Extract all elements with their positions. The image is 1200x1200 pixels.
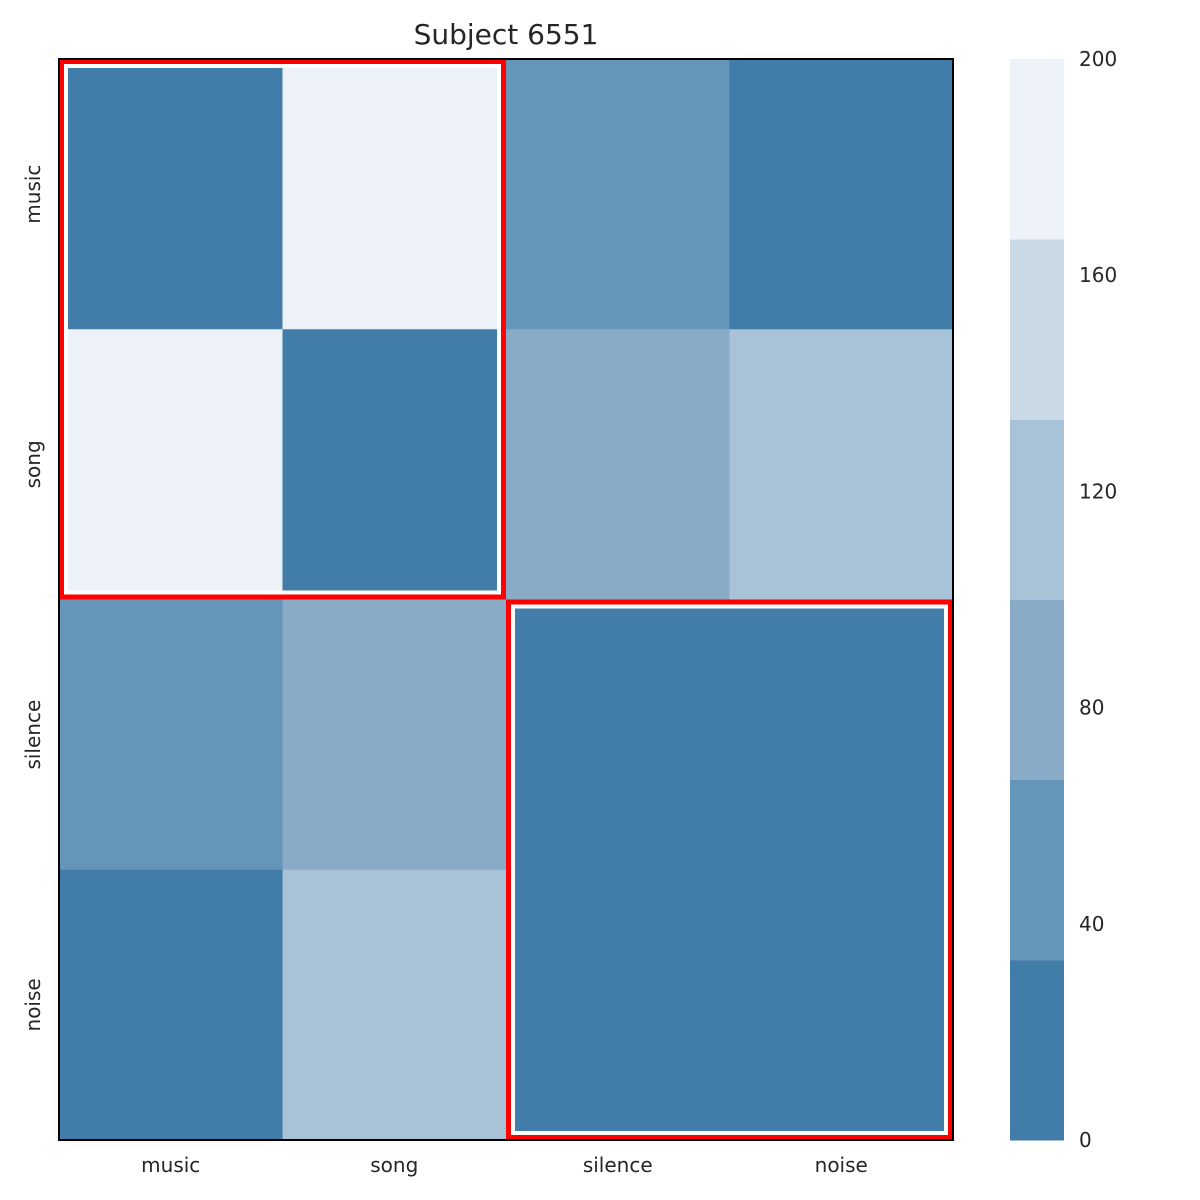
heatmap-cells (59, 59, 954, 1141)
heatmap-cell-noise-noise (729, 869, 954, 1141)
y-tick-label-noise: noise (21, 978, 45, 1031)
heatmap-cell-silence-song (282, 599, 507, 871)
colorbar-tick-label-40: 40 (1079, 912, 1104, 936)
highlight-block-outer-2 (506, 599, 953, 1140)
highlight-block-outer-1 (59, 59, 506, 600)
heatmap-cell-silence-silence (506, 599, 730, 871)
colorbar-tick-label-0: 0 (1079, 1128, 1092, 1152)
y-tick-label-silence: silence (21, 700, 45, 770)
heatmap-cell-noise-music (59, 869, 283, 1141)
heatmap-cell-silence-noise (729, 599, 954, 871)
x-tick-label-noise: noise (815, 1153, 868, 1177)
heatmap-cell-song-song (282, 329, 507, 600)
heatmap-cell-music-silence (506, 59, 730, 330)
heatmap-cell-music-music (59, 59, 283, 330)
y-axis-tick-labels: music song silence noise (21, 165, 45, 1032)
heatmap-cell-noise-silence (506, 869, 730, 1141)
colorbar-segment-5 (1010, 238, 1064, 421)
y-tick-label-music: music (21, 165, 45, 224)
heatmap-cell-song-music (59, 329, 283, 600)
x-axis-tick-labels: music song silence noise (141, 1153, 868, 1177)
x-tick-label-music: music (141, 1153, 200, 1177)
colorbar-segment-1 (1010, 960, 1064, 1141)
heatmap-cell-music-noise (729, 59, 954, 330)
colorbar-tick-label-80: 80 (1079, 696, 1104, 720)
highlight-block-inner-1 (64, 64, 501, 595)
colorbar-segment-4 (1010, 419, 1064, 600)
heatmap-cell-song-silence (506, 329, 730, 600)
heatmap-cell-silence-music (59, 599, 283, 871)
highlight-blocks (59, 59, 953, 1140)
colorbar: 0 40 80 120 160 200 (1010, 47, 1117, 1152)
colorbar-tick-label-160: 160 (1079, 263, 1117, 287)
colorbar-tick-label-200: 200 (1079, 47, 1117, 71)
heatmap-cell-noise-song (282, 869, 507, 1141)
heatmap-cell-song-noise (729, 329, 954, 600)
y-tick-label-song: song (21, 440, 45, 488)
heatmap-cell-music-song (282, 59, 507, 330)
plot-frame (58, 58, 954, 1141)
x-tick-label-silence: silence (583, 1153, 653, 1177)
highlight-block-inner-2 (511, 604, 948, 1135)
colorbar-segment-2 (1010, 779, 1064, 961)
colorbar-tick-label-120: 120 (1079, 479, 1117, 503)
colorbar-segment-3 (1010, 599, 1064, 780)
x-tick-label-song: song (370, 1153, 418, 1177)
chart-title: Subject 6551 (414, 18, 599, 51)
colorbar-segment-6 (1010, 59, 1064, 240)
